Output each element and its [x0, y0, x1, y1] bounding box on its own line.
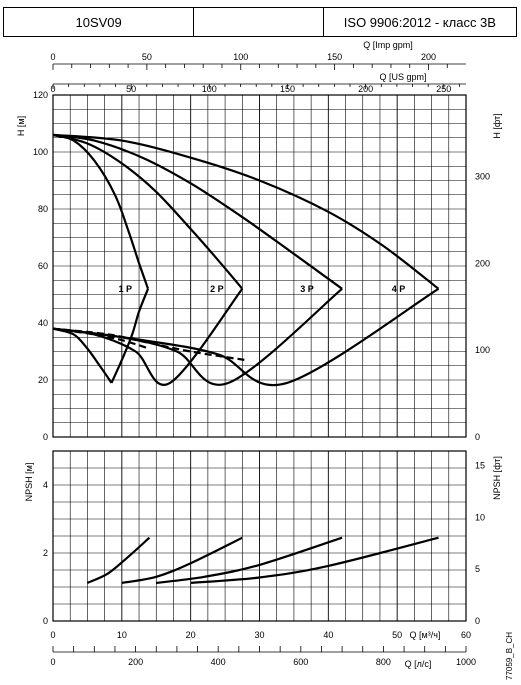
curve-label: 2 P — [210, 284, 224, 294]
npsh-y2-tick-label: 10 — [475, 512, 485, 522]
m3h-tick-label: 30 — [254, 630, 264, 640]
npsh-y2-axis-title: NPSH [фт] — [492, 456, 502, 500]
npsh-curve-1p — [86, 536, 151, 584]
imp-gpm-tick-label: 50 — [142, 52, 152, 62]
head-curve-boundary — [52, 287, 343, 386]
m3h-tick-label: 60 — [461, 630, 471, 640]
y2-tick-label: 100 — [475, 345, 490, 355]
curve-label: 3 P — [300, 284, 314, 294]
header-table: 10SV09 ISO 9906:2012 - класс 3B — [3, 7, 517, 37]
npsh-y2-tick-label: 15 — [475, 461, 485, 471]
npsh-y2-tick-label: 0 — [475, 616, 480, 626]
head-curve-efficiency-limit — [52, 327, 246, 362]
ls-tick-label: 0 — [50, 657, 55, 667]
imp-gpm-axis-title: Q [Imp gpm] — [363, 40, 413, 50]
head-curve-2p — [52, 133, 244, 290]
head-curve-boundary — [52, 288, 244, 386]
footer-code: 77059_B_CH — [505, 632, 514, 680]
y2-tick-label: 200 — [475, 258, 490, 268]
m3h-tick-label: 20 — [186, 630, 196, 640]
ls-tick-label: 200 — [128, 657, 143, 667]
ls-tick-label: 800 — [376, 657, 391, 667]
m3h-tick-label: 50 — [392, 630, 402, 640]
npsh-curve-4p — [190, 536, 439, 584]
y-tick-label: 100 — [33, 147, 48, 157]
y-axis-title: H [м] — [16, 116, 26, 136]
y-tick-label: 0 — [43, 432, 48, 442]
head-curve-efficiency-limit — [52, 327, 150, 350]
head-curve-4p — [52, 133, 440, 290]
npsh-y2-tick-label: 5 — [475, 564, 480, 574]
ls-tick-label: 1000 — [456, 657, 476, 667]
head-curve-1p — [52, 133, 150, 290]
y-tick-label: 60 — [38, 261, 48, 271]
m3h-axis-title: Q [м³/ч] — [410, 630, 441, 640]
imp-gpm-tick-label: 200 — [421, 52, 436, 62]
curve-label: 4 P — [392, 284, 406, 294]
m3h-tick-label: 10 — [117, 630, 127, 640]
y-tick-label: 40 — [38, 318, 48, 328]
curve-label: 1 P — [119, 284, 133, 294]
npsh-y-axis-title: NPSH [м] — [24, 463, 34, 502]
imp-gpm-tick-label: 150 — [327, 52, 342, 62]
y-tick-label: 20 — [38, 375, 48, 385]
npsh-y-tick-label: 2 — [43, 548, 48, 558]
plot-frame — [52, 94, 467, 438]
standard-cell: ISO 9906:2012 - класс 3B — [343, 14, 496, 30]
imp-gpm-tick-label: 100 — [233, 52, 248, 62]
model-cell: 10SV09 — [4, 8, 195, 36]
ls-tick-label: 600 — [293, 657, 308, 667]
imp-gpm-tick-label: 0 — [50, 52, 55, 62]
m3h-tick-label: 40 — [323, 630, 333, 640]
y-tick-label: 80 — [38, 204, 48, 214]
plot-frame — [52, 450, 467, 622]
npsh-y-tick-label: 4 — [43, 480, 48, 490]
head-curve-3p — [52, 133, 343, 290]
y2-axis-title: H [фт] — [492, 113, 502, 138]
head-curve-boundary — [110, 288, 150, 384]
y-tick-label: 120 — [33, 90, 48, 100]
us-gpm-axis-title: Q [US gpm] — [379, 72, 426, 82]
npsh-y-tick-label: 0 — [43, 616, 48, 626]
head-chart: 0 20 40 60 80 100 120 0 100 200 300 H [м] H [фт] Q [I… — [16, 40, 502, 442]
ls-axis-title: Q [л/с] — [405, 659, 432, 669]
m3h-tick-label: 0 — [50, 630, 55, 640]
npsh-curve-3p — [156, 536, 343, 584]
y2-tick-label: 0 — [475, 432, 480, 442]
npsh-curve-2p — [121, 536, 243, 584]
blank-cell — [194, 8, 324, 36]
y2-tick-label: 300 — [475, 171, 490, 181]
ls-tick-label: 400 — [211, 657, 226, 667]
head-curve-boundary — [52, 327, 113, 384]
